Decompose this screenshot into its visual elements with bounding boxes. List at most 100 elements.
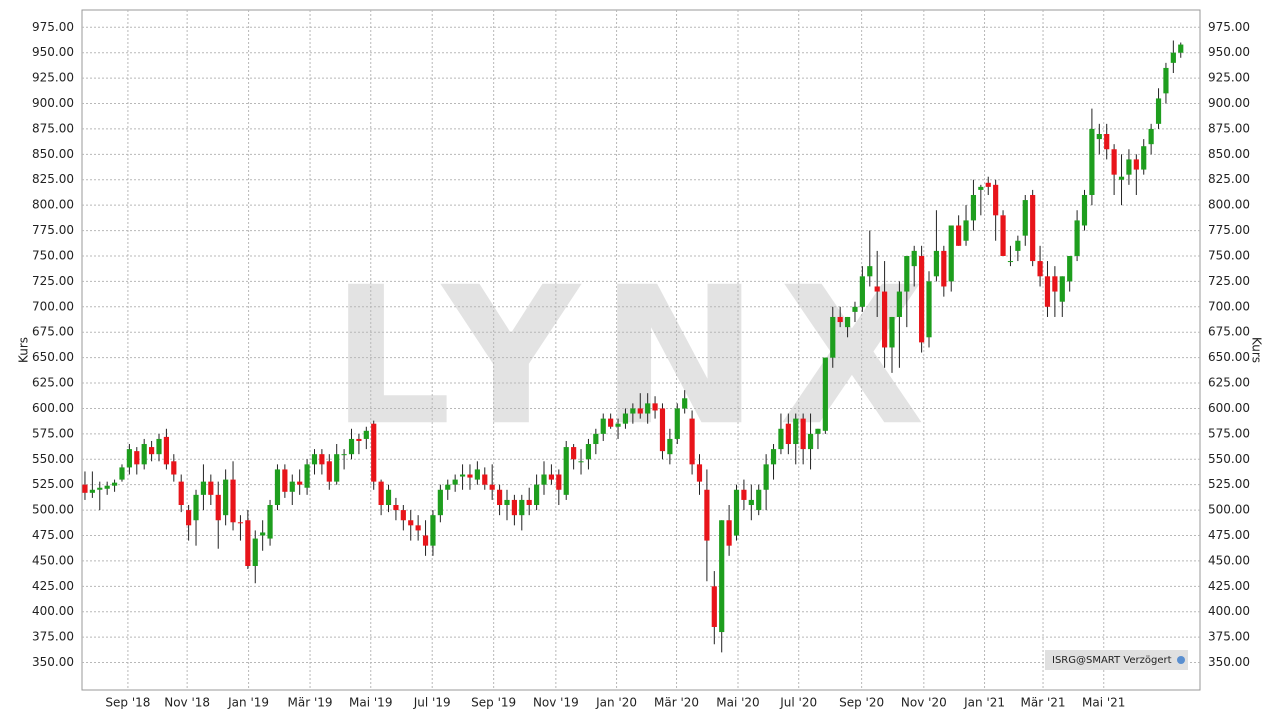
candle-body (363, 430, 369, 439)
candle-body (186, 510, 192, 526)
candle-body (1089, 128, 1095, 195)
candle-body (378, 481, 384, 506)
candle-body (1111, 149, 1117, 175)
candle-body (719, 520, 725, 633)
x-tick-label: Jan '21 (963, 696, 1005, 710)
candle-body (348, 438, 355, 455)
candle-body (171, 461, 177, 475)
x-tick-label: Nov '19 (533, 696, 579, 710)
candle-body (904, 255, 910, 292)
y-tick-label: 350.00 (32, 655, 74, 669)
source-box (1045, 650, 1188, 670)
candle-body (1148, 128, 1154, 145)
y-tick-label: 625.00 (32, 376, 74, 390)
y2-tick-label: 875.00 (1208, 121, 1250, 135)
candle-body (437, 489, 443, 516)
y2-tick-label: 500.00 (1208, 503, 1250, 517)
candle-body (1163, 67, 1169, 94)
candle-body (215, 494, 221, 521)
candle-body (304, 464, 310, 488)
plot-frame (81, 9, 1201, 691)
candle-body (511, 499, 517, 516)
y2-tick-label: 675.00 (1208, 325, 1250, 339)
candle-body (1044, 276, 1051, 307)
y2-tick-label: 650.00 (1208, 350, 1250, 364)
y2-tick-label: 350.00 (1208, 655, 1250, 669)
candle-body (415, 525, 421, 531)
candle-body (1104, 134, 1110, 150)
candle-body (578, 461, 584, 463)
y-tick-label: 425.00 (32, 579, 74, 593)
y-tick-label: 475.00 (32, 528, 74, 542)
candle-body (689, 418, 695, 465)
candle-body (674, 408, 680, 439)
x-tick-label: Mär '19 (288, 696, 333, 710)
candle-body (104, 485, 110, 489)
candle-body (585, 444, 592, 460)
candle-body (956, 225, 962, 246)
y-tick-label: 750.00 (32, 248, 74, 262)
candle-body (548, 474, 555, 480)
candle-body (445, 484, 451, 490)
candle-body (1052, 276, 1058, 292)
candle-body (1022, 200, 1028, 236)
candle-body (260, 532, 266, 536)
candle-body (452, 479, 458, 485)
candle-body (245, 520, 251, 566)
y2-tick-label: 625.00 (1208, 376, 1250, 390)
candle-body (1074, 220, 1080, 256)
candle-body (82, 484, 88, 493)
y-tick-label: 725.00 (32, 274, 74, 288)
y-tick-label: 900.00 (32, 96, 74, 110)
candle-body (163, 436, 169, 465)
candle-body (193, 494, 199, 521)
y-tick-label: 850.00 (32, 147, 74, 161)
candle-body (1096, 134, 1102, 140)
candle-body (933, 250, 940, 277)
x-tick-label: Nov '20 (901, 696, 947, 710)
candle-body (267, 505, 273, 539)
x-tick-label: Jul '20 (779, 696, 817, 710)
candle-body (385, 489, 392, 506)
candle-body (393, 505, 399, 511)
candle-body (963, 220, 969, 241)
candle-body (89, 489, 95, 493)
candle-body (149, 447, 155, 455)
candle-body (341, 454, 347, 456)
candle-body (467, 474, 473, 478)
candle-body (993, 184, 999, 216)
y-tick-label: 875.00 (32, 121, 74, 135)
candle-body (134, 451, 140, 465)
candle-body (541, 474, 547, 485)
candle-body (704, 489, 710, 541)
candle-body (1007, 261, 1014, 263)
candle-body (400, 510, 406, 521)
candle-body (919, 255, 925, 343)
candle-body (504, 499, 510, 506)
candle-body (1118, 176, 1125, 180)
candle-body (711, 586, 717, 627)
candle-body (571, 447, 577, 460)
y2-tick-label: 700.00 (1208, 299, 1250, 313)
x-tick-label: Sep '19 (471, 696, 516, 710)
candle-body (756, 489, 762, 511)
y2-tick-label: 550.00 (1208, 452, 1250, 466)
y2-tick-label: 850.00 (1208, 147, 1250, 161)
candle-body (815, 428, 821, 434)
candle-body (978, 186, 984, 190)
candle-body (1178, 44, 1184, 53)
candle-body (223, 479, 229, 516)
candle-body (852, 306, 858, 312)
candle-body (326, 461, 332, 482)
x-tick-label: Nov '18 (164, 696, 210, 710)
candle-body (482, 474, 488, 485)
candle-body (1000, 215, 1006, 256)
y2-tick-label: 400.00 (1208, 604, 1250, 618)
y-tick-label: 375.00 (32, 630, 74, 644)
y2-tick-label: 975.00 (1208, 20, 1250, 34)
y-tick-label: 825.00 (32, 172, 74, 186)
candle-body (741, 489, 747, 500)
candle-body (274, 469, 281, 506)
y2-tick-label: 450.00 (1208, 553, 1250, 567)
